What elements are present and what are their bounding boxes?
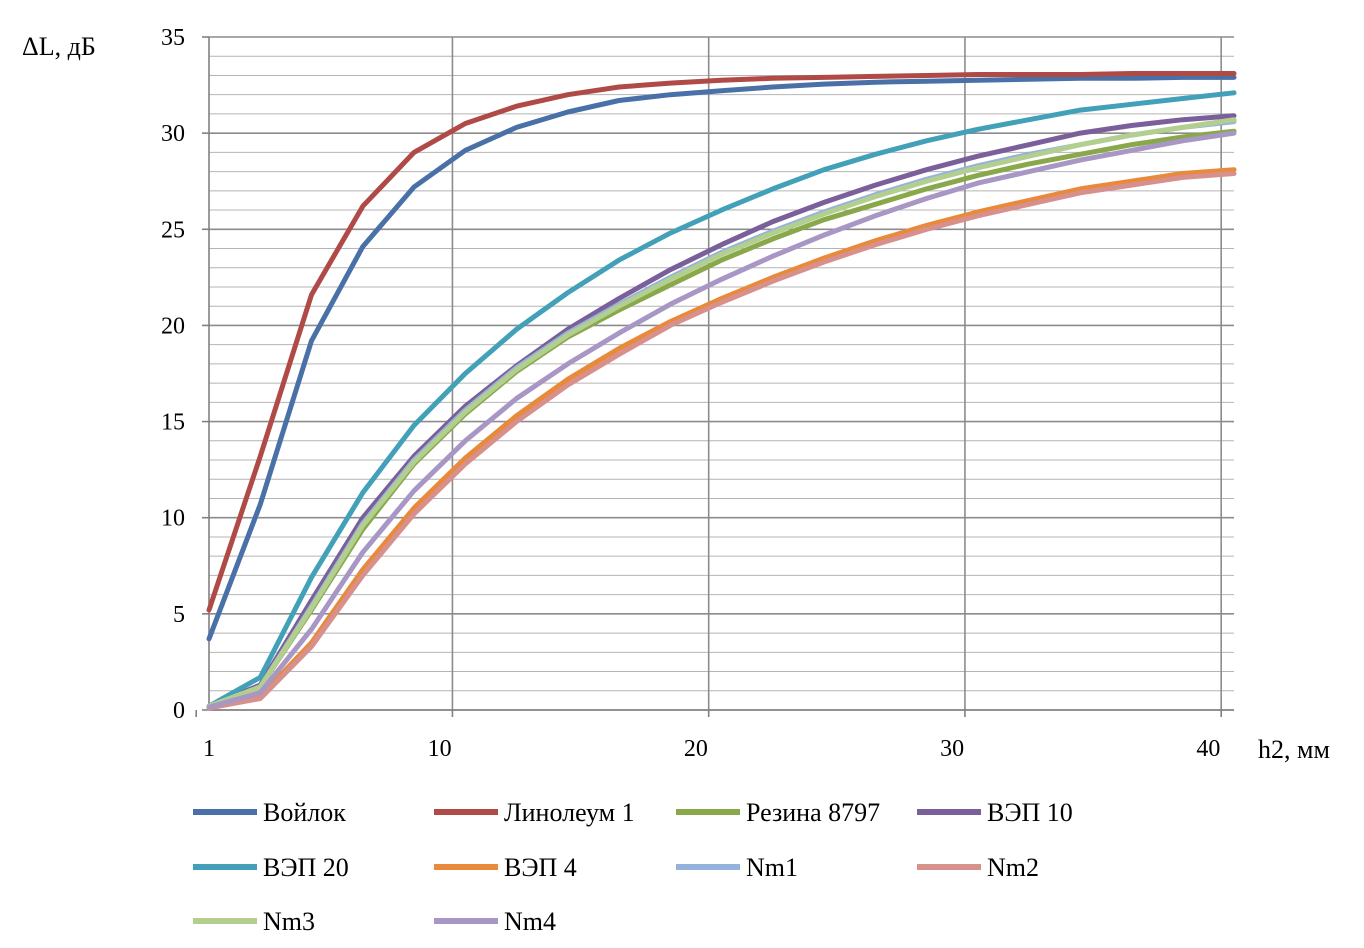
legend-label: ВЭП 4 (504, 853, 577, 882)
series-line-7 (206, 171, 1237, 711)
series-line-1 (206, 71, 1237, 613)
x-tick-labels: 1 10 20 30 40 (203, 736, 1220, 762)
legend-label: Резина 8797 (746, 798, 880, 827)
series-line-4 (206, 90, 1237, 709)
legend-label: Линолеум 1 (504, 798, 635, 827)
y-tick-label: 10 (161, 506, 185, 532)
y-tick-labels: 0 5 10 15 20 25 30 35 (161, 25, 185, 724)
y-axis-label: ΔL, дБ (22, 32, 96, 61)
legend: Войлок Линолеум 1 Резина 8797 ВЭП 10 ВЭП 20 В… (193, 798, 1073, 936)
y-tick-label: 0 (173, 698, 185, 724)
series-line-3 (206, 113, 1237, 709)
y-tick-label: 30 (161, 121, 185, 147)
x-axis-label: h2, мм (1258, 735, 1330, 764)
legend-label: Nm1 (746, 853, 798, 882)
x-tick-label: 1 (203, 736, 215, 762)
y-tick-label: 5 (173, 602, 185, 628)
legend-label: ВЭП 20 (263, 853, 349, 882)
y-tick-label: 20 (161, 313, 185, 339)
series-line-2 (206, 128, 1237, 709)
series-line-9 (206, 130, 1237, 710)
series-line-5 (206, 167, 1237, 711)
x-tick-label: 10 (428, 736, 452, 762)
legend-label: Nm3 (263, 907, 315, 936)
series-line-0 (206, 74, 1237, 642)
y-tick-label: 15 (161, 410, 185, 436)
legend-label: ВЭП 10 (987, 798, 1073, 827)
y-tick-label: 25 (161, 217, 185, 243)
x-tick-label: 20 (684, 736, 708, 762)
series-line-8 (206, 117, 1237, 709)
legend-label: Nm4 (504, 907, 556, 936)
x-tick-label: 30 (940, 736, 964, 762)
legend-label: Войлок (263, 798, 346, 827)
y-tick-label: 35 (161, 25, 185, 51)
series-lines (206, 71, 1237, 711)
legend-label: Nm2 (987, 853, 1039, 882)
axes (195, 36, 1234, 717)
grid-lines (209, 36, 1234, 711)
x-tick-label: 40 (1196, 736, 1220, 762)
